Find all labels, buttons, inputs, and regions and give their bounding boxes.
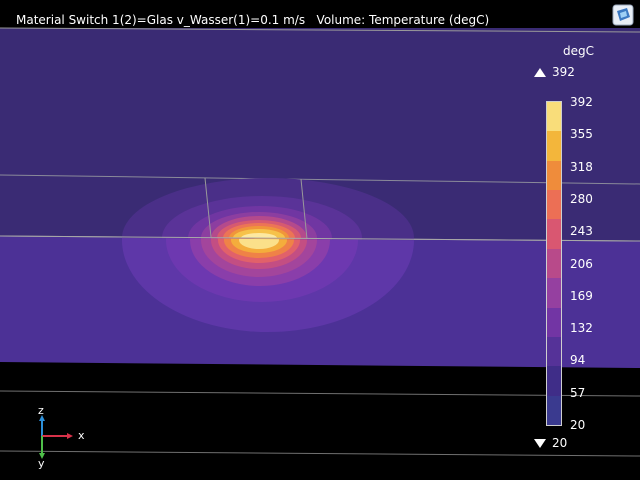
legend-color-band	[547, 219, 561, 249]
legend-tick-label: 132	[570, 321, 593, 336]
legend-tick-label: 94	[570, 353, 586, 368]
legend-tick-label: 20	[570, 418, 586, 432]
legend-unit: degC	[563, 44, 594, 58]
legend-color-band	[547, 102, 561, 132]
edge-line	[0, 235, 640, 242]
min-triangle-icon	[534, 438, 546, 448]
legend-max-value: 392	[552, 65, 575, 79]
legend-min: 20	[534, 436, 567, 450]
edge-line	[0, 390, 640, 397]
lower-contour-rings	[122, 237, 414, 332]
color-legend-ticks: 392 355 318 280 243 206 169 132 94 57 20	[570, 0, 630, 480]
legend-color-band	[547, 336, 561, 367]
legend-color-band	[547, 307, 561, 337]
legend-color-band	[547, 278, 561, 308]
legend-tick-label: 392	[570, 95, 593, 109]
edge-line	[0, 27, 640, 33]
max-triangle-icon	[534, 67, 546, 77]
legend-tick-label: 355	[570, 127, 593, 142]
legend-tick-label: 318	[570, 159, 593, 174]
legend-color-band	[547, 160, 561, 191]
edge-line	[0, 174, 640, 185]
legend-color-band	[547, 131, 561, 161]
plot-title: Material Switch 1(2)=Glas v_Wasser(1)=0.…	[16, 13, 490, 27]
comsol-logo-icon[interactable]	[612, 4, 634, 26]
legend-color-band	[547, 395, 561, 425]
color-legend-bar	[546, 101, 562, 426]
channel-wall	[204, 177, 212, 238]
axis-y-label: y	[38, 457, 45, 470]
axis-x-label: x	[78, 429, 85, 442]
legend-tick-label: 243	[570, 224, 593, 239]
channel-wall	[300, 178, 308, 240]
axis-triad: z x y	[22, 400, 102, 475]
legend-color-band	[547, 190, 561, 220]
legend-min-value: 20	[552, 436, 568, 450]
legend-color-band	[547, 248, 561, 279]
legend-tick-label: 169	[570, 288, 593, 303]
edge-line	[0, 450, 640, 457]
axis-z-label: z	[38, 404, 44, 417]
legend-max: 392	[534, 65, 575, 79]
legend-color-band	[547, 366, 561, 396]
legend-tick-label: 280	[570, 191, 593, 206]
legend-tick-label: 206	[570, 256, 593, 271]
upper-slab	[0, 28, 640, 241]
axis-triad-icon	[39, 415, 73, 459]
legend-tick-label: 57	[570, 385, 586, 400]
